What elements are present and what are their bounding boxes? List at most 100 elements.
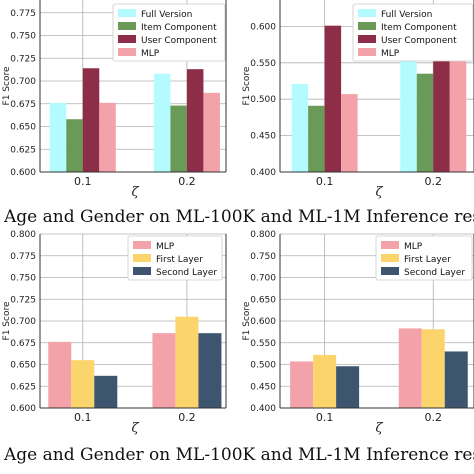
legend-label: MLP (141, 49, 160, 59)
x-axis-label: ζ (131, 185, 139, 200)
y-tick-label: 0.550 (250, 59, 276, 69)
x-tick-label: 0.2 (178, 411, 196, 424)
bar-2-2 (421, 329, 445, 408)
y-tick-label: 0.675 (10, 339, 36, 349)
bar-3-1 (82, 68, 100, 172)
bar-1-2 (398, 328, 422, 408)
x-tick-label: 0.1 (316, 411, 334, 424)
y-axis-label: F1 Score (242, 66, 252, 105)
y-tick-label: 0.625 (10, 145, 36, 155)
y-axis-label: F1 Score (2, 66, 12, 105)
bar-3-2 (198, 333, 222, 408)
y-tick-label: 0.700 (10, 317, 36, 327)
x-tick-label: 0.1 (74, 411, 92, 424)
y-tick-label: 0.800 (250, 230, 276, 240)
legend-swatch (358, 22, 376, 30)
y-tick-label: 0.400 (250, 404, 276, 414)
legend-swatch (381, 267, 399, 275)
legend-box (127, 235, 223, 281)
legend-swatch (381, 254, 399, 262)
y-tick-label: 0.600 (250, 317, 276, 327)
bar-3-2 (444, 351, 468, 408)
y-tick-label: 0.650 (10, 361, 36, 371)
legend-swatch (133, 241, 151, 249)
y-tick-label: 0.600 (250, 22, 276, 32)
bar-2-1 (308, 105, 325, 172)
legend-label: MLP (381, 49, 400, 59)
legend-box (375, 235, 473, 281)
bar-4-1 (341, 94, 358, 172)
chart-panel-2: 0.400 0.450 0.500 0.550 0.600 0.1 0.2 ζ F1 Score… (242, 0, 474, 200)
x-tick-label: 0.1 (74, 175, 92, 188)
bar-2-1 (313, 354, 337, 408)
y-tick-label: 0.800 (10, 230, 36, 240)
bar-3-1 (324, 25, 342, 173)
bar-4-2 (449, 38, 467, 172)
x-tick-label: 0.2 (425, 175, 443, 188)
y-tick-label: 0.725 (10, 54, 36, 64)
y-tick-label: 0.775 (10, 9, 36, 19)
y-tick-label: 0.725 (10, 295, 36, 305)
legend-swatch (133, 254, 151, 262)
y-tick-label: 0.775 (10, 252, 36, 262)
legend-swatch (118, 35, 136, 43)
legend-swatch (358, 9, 376, 17)
y-tick-label: 0.750 (10, 32, 36, 42)
y-axis-label: F1 Score (242, 301, 252, 340)
bar-3-2 (186, 69, 204, 172)
legend-label: MLP (404, 242, 423, 252)
legend-swatch (358, 48, 376, 56)
y-tick-label: 0.650 (250, 295, 276, 305)
legend-label: Item Component (381, 23, 457, 33)
y-tick-label: 0.700 (10, 77, 36, 87)
legend-label: User Component (141, 36, 217, 46)
bar-1-1 (291, 83, 309, 172)
chart-panel-3: 0.600 0.625 0.650 0.675 0.700 0.725 0.750 0.775… (2, 230, 227, 436)
legend-label: Item Component (141, 23, 217, 33)
x-axis-label: ζ (375, 185, 383, 200)
legend-swatch (118, 9, 136, 17)
bar-3-1 (336, 366, 360, 408)
caption-top: Age and Gender on ML-100K and ML-1M Infe… (3, 207, 474, 227)
legend-swatch (358, 35, 376, 43)
y-tick-label: 0.450 (250, 382, 276, 392)
legend-label: User Component (381, 36, 457, 46)
legend-label: Second Layer (404, 268, 465, 278)
chart-panel-4: 0.400 0.450 0.500 0.550 0.600 0.650 0.700 0.750… (242, 230, 474, 436)
legend-label: Full Version (141, 10, 192, 20)
x-tick-label: 0.2 (178, 175, 196, 188)
bar-2-2 (170, 105, 187, 172)
bar-1-1 (290, 361, 314, 408)
y-tick-label: 0.675 (10, 100, 36, 110)
x-tick-label: 0.1 (316, 175, 334, 188)
y-tick-label: 0.700 (250, 274, 276, 284)
y-tick-label: 0.400 (250, 168, 276, 178)
bar-2-2 (416, 73, 434, 172)
legend-swatch (118, 22, 136, 30)
legend-label: Second Layer (156, 268, 217, 278)
y-tick-label: 0.500 (250, 361, 276, 371)
y-tick-label: 0.550 (250, 339, 276, 349)
y-axis-label: F1 Score (2, 301, 12, 340)
legend-label: First Layer (156, 255, 203, 265)
y-tick-label: 0.650 (10, 123, 36, 133)
y-tick-label: 0.500 (250, 95, 276, 105)
y-tick-label: 0.450 (250, 132, 276, 142)
y-tick-label: 0.600 (10, 168, 36, 178)
x-axis-label: ζ (131, 421, 139, 436)
bar-1-2 (152, 333, 176, 408)
chart-panel-1: 0.600 0.625 0.650 0.675 0.700 0.725 0.750 0.775… (2, 0, 227, 200)
y-tick-label: 0.625 (10, 382, 36, 392)
legend-label: MLP (156, 242, 175, 252)
caption-bottom: Age and Gender on ML-100K and ML-1M Infe… (3, 445, 474, 465)
legend-label: Full Version (381, 10, 432, 20)
y-tick-label: 0.750 (10, 274, 36, 284)
legend-box (352, 3, 474, 62)
bar-1-2 (153, 73, 171, 172)
bar-1-2 (400, 47, 417, 172)
bar-3-1 (94, 375, 118, 408)
legend-label: First Layer (404, 255, 451, 265)
bar-4-2 (203, 92, 220, 172)
x-axis-label: ζ (375, 421, 383, 436)
